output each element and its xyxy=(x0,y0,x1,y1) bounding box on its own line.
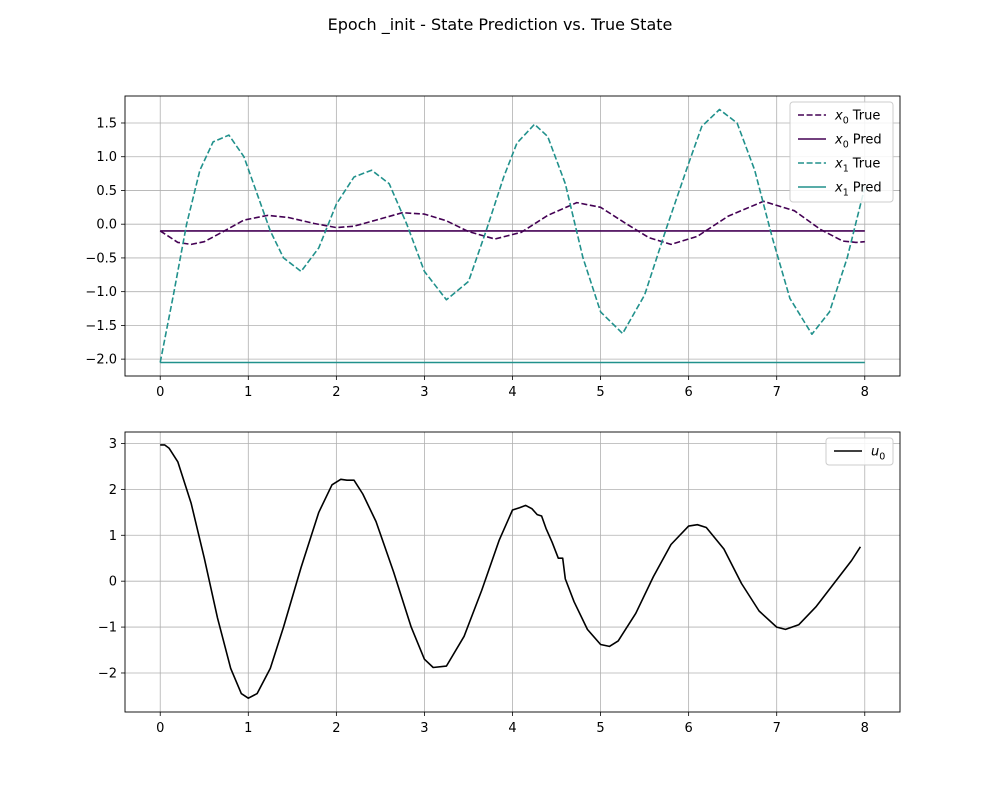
x-tick-label: 1 xyxy=(244,721,252,736)
x-tick-label: 2 xyxy=(332,721,340,736)
x-tick-label: 6 xyxy=(684,385,692,400)
y-tick-label: −1.5 xyxy=(85,319,117,334)
y-tick-label: −1 xyxy=(98,621,117,636)
x-tick-label: 1 xyxy=(244,385,252,400)
x-tick-label: 2 xyxy=(332,385,340,400)
y-tick-label: 2 xyxy=(109,483,117,498)
x-tick-label: 6 xyxy=(684,721,692,736)
legend-series-name: Pred xyxy=(853,181,882,196)
legend-series-name: True xyxy=(852,109,881,124)
legend-series-name: Pred xyxy=(853,133,882,148)
legend-subscript: 0 xyxy=(879,452,885,463)
legend: u0 xyxy=(825,437,894,466)
legend-subscript: 0 xyxy=(843,140,849,151)
x-tick-label: 3 xyxy=(420,385,428,400)
y-tick-label: 3 xyxy=(109,437,117,452)
x-tick-label: 0 xyxy=(156,385,164,400)
x-tick-label: 5 xyxy=(596,721,604,736)
legend-series-name: True xyxy=(852,157,881,172)
legend-variable: x xyxy=(834,133,843,148)
y-tick-label: −2.0 xyxy=(85,353,117,368)
legend-subscript: 0 xyxy=(843,116,849,127)
x-tick-label: 4 xyxy=(508,721,516,736)
y-tick-label: 1.0 xyxy=(96,150,117,165)
axes-frame xyxy=(124,431,901,713)
legend-variable: x xyxy=(834,181,843,196)
legend-entry-label: x0 Pred xyxy=(834,133,882,151)
legend-entry-label: x0 True xyxy=(834,109,880,127)
legend-box xyxy=(789,101,894,203)
x-tick-label: 7 xyxy=(773,721,781,736)
legend-entry-label: x1 True xyxy=(834,157,880,175)
x-tick-label: 8 xyxy=(861,721,869,736)
state-axes: 0 1 2 3 4 5 6 7 8−2.0−1.5−1.0−0.50.00.51.01.5x0 T… xyxy=(85,95,901,400)
legend-variable: u xyxy=(871,445,879,460)
series-line-x0-true xyxy=(159,200,865,246)
series-line-u0-line xyxy=(160,444,862,700)
y-tick-label: 0.0 xyxy=(96,218,117,233)
x-tick-label: 7 xyxy=(773,385,781,400)
y-tick-label: 0.5 xyxy=(96,184,117,199)
legend-subscript: 1 xyxy=(843,164,849,175)
y-tick-label: 0 xyxy=(109,575,117,590)
x-tick-label: 3 xyxy=(420,721,428,736)
legend-variable: x xyxy=(834,109,843,124)
axes-frame xyxy=(124,95,901,377)
x-tick-label: 0 xyxy=(156,721,164,736)
x-tick-label: 4 xyxy=(508,385,516,400)
x-tick-label: 8 xyxy=(861,385,869,400)
legend-entry-label: x1 Pred xyxy=(834,181,882,199)
series-line-x1-true xyxy=(159,108,866,363)
y-tick-label: −2 xyxy=(98,666,117,681)
legend-entry-label: u0 xyxy=(871,445,885,463)
figure-title: Epoch _init - State Prediction vs. True … xyxy=(328,15,673,35)
legend-subscript: 1 xyxy=(843,188,849,199)
y-tick-label: −0.5 xyxy=(85,251,117,266)
y-tick-label: −1.0 xyxy=(85,285,117,300)
y-tick-label: 1.5 xyxy=(96,116,117,131)
legend-variable: x xyxy=(834,157,843,172)
y-tick-label: 1 xyxy=(109,529,117,544)
x-tick-label: 5 xyxy=(596,385,604,400)
